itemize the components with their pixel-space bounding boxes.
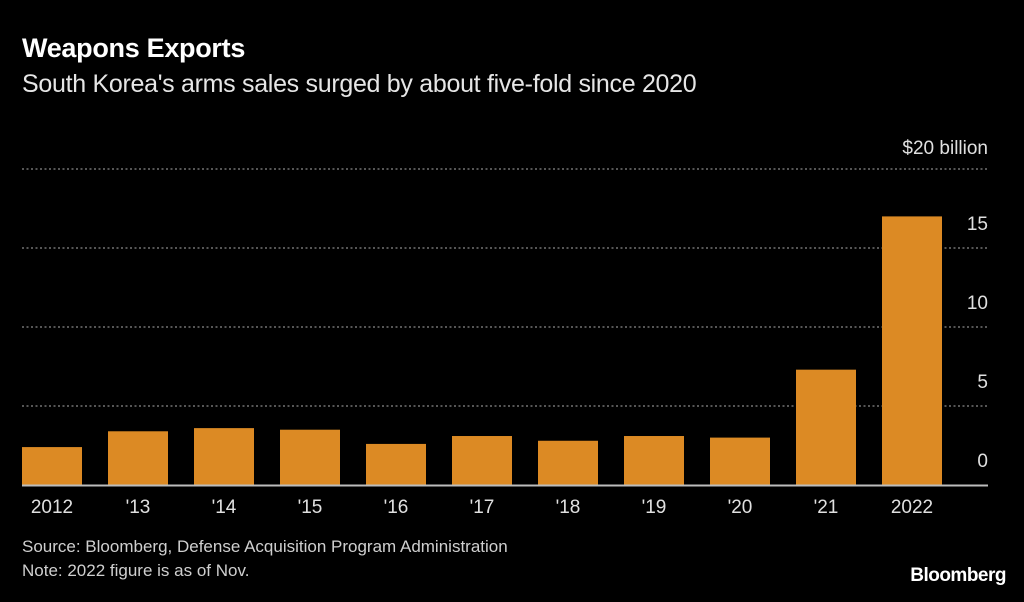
x-tick-label: '18 xyxy=(556,497,581,518)
bar-18 xyxy=(538,440,598,485)
x-tick-label: '15 xyxy=(298,497,323,518)
x-tick-label: '19 xyxy=(642,497,667,518)
bloomberg-logo: Bloomberg xyxy=(910,565,1006,586)
y-tick-label: 0 xyxy=(977,451,988,472)
x-tick-label: '16 xyxy=(384,497,409,518)
bar-17 xyxy=(452,436,512,485)
source-note: Source: Bloomberg, Defense Acquisition P… xyxy=(22,537,508,556)
bar-21 xyxy=(796,369,856,485)
x-tick-label: '14 xyxy=(212,497,237,518)
bar-16 xyxy=(366,443,426,485)
x-tick-label: 2022 xyxy=(891,497,933,518)
y-tick-label: 10 xyxy=(967,293,988,314)
bar-14 xyxy=(194,428,254,485)
chart-subtitle: South Korea's arms sales surged by about… xyxy=(22,70,697,98)
bar-13 xyxy=(108,431,168,485)
y-tick-label: 15 xyxy=(967,214,988,235)
x-tick-label: '20 xyxy=(728,497,753,518)
bar-2012 xyxy=(22,447,82,485)
bar-15 xyxy=(280,429,340,485)
bar-20 xyxy=(710,437,770,485)
x-tick-label: '21 xyxy=(814,497,839,518)
chart-title: Weapons Exports xyxy=(22,33,246,63)
bar-2022 xyxy=(882,216,942,485)
x-tick-label: '13 xyxy=(126,497,151,518)
y-tick-label: $20 billion xyxy=(902,138,988,159)
x-tick-label: '17 xyxy=(470,497,495,518)
y-tick-label: 5 xyxy=(977,372,988,393)
footnote: Note: 2022 figure is as of Nov. xyxy=(22,561,250,580)
bar-19 xyxy=(624,436,684,485)
x-tick-label: 2012 xyxy=(31,497,73,518)
